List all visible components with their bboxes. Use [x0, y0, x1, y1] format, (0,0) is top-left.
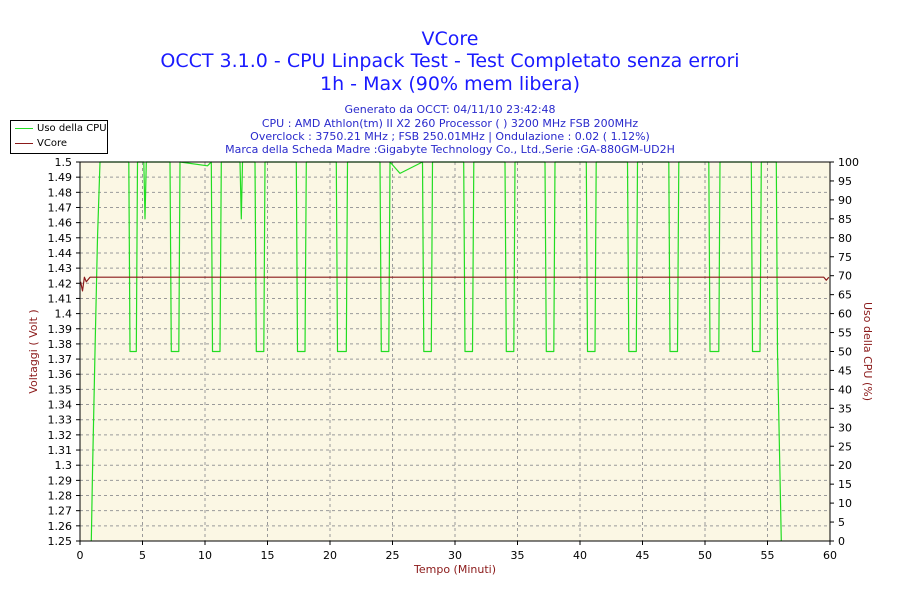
- y-right-tick-label: 45: [838, 364, 852, 377]
- y-tick-label: 1.43: [48, 262, 73, 275]
- y-right-tick-label: 5: [838, 516, 845, 529]
- x-tick-label: 20: [323, 549, 337, 562]
- y-tick-label: 1.39: [48, 323, 73, 336]
- info-line-motherboard: Marca della Scheda Madre :Gigabyte Techn…: [225, 143, 675, 156]
- info-line-generated: Generato da OCCT: 04/11/10 23:42:48: [344, 103, 556, 116]
- y-tick-label: 1.34: [48, 399, 73, 412]
- legend-swatch-vcore: [15, 143, 33, 144]
- y-tick-label: 1.28: [48, 490, 73, 503]
- x-axis-ticks: 0 5 10 15 20 25 30 35 40 45 50 55 60: [77, 541, 837, 562]
- x-tick-label: 55: [761, 549, 775, 562]
- x-tick-label: 0: [77, 549, 84, 562]
- y-tick-label: 1.4: [55, 308, 73, 321]
- y-right-tick-label: 40: [838, 383, 852, 396]
- legend-label-cpu-usage: Uso della CPU: [37, 123, 107, 134]
- y-axis-right-label: Uso della CPU (%): [861, 302, 874, 401]
- y-tick-label: 1.27: [48, 505, 73, 518]
- y-right-tick-label: 95: [838, 175, 852, 188]
- y-right-tick-label: 70: [838, 270, 852, 283]
- x-tick-label: 15: [261, 549, 275, 562]
- y-right-tick-label: 85: [838, 213, 852, 226]
- y-tick-label: 1.41: [48, 292, 73, 305]
- plot-area: [80, 162, 830, 541]
- y-tick-label: 1.26: [48, 520, 73, 533]
- y-tick-label: 1.38: [48, 338, 73, 351]
- y-axis-ticks: 1.25 1.26 1.27 1.28 1.29 1.3 1.31 1.32 1.33 1.34 1…: [48, 156, 80, 548]
- x-tick-label: 25: [386, 549, 400, 562]
- y-tick-label: 1.48: [48, 186, 73, 199]
- series-line-1: [80, 276, 830, 292]
- y-tick-label: 1.44: [48, 247, 73, 260]
- y-tick-label: 1.45: [48, 232, 73, 245]
- y-right-tick-label: 20: [838, 459, 852, 472]
- y-tick-label: 1.47: [48, 201, 73, 214]
- y-tick-label: 1.25: [48, 535, 73, 548]
- y-right-tick-label: 25: [838, 440, 852, 453]
- series-group: [80, 161, 830, 542]
- chart-title: VCore: [421, 28, 479, 50]
- legend-swatch-cpu-usage: [15, 128, 33, 129]
- x-tick-label: 60: [823, 549, 837, 562]
- y-tick-label: 1.5: [55, 156, 73, 169]
- y-tick-label: 1.31: [48, 444, 73, 457]
- y-right-tick-label: 65: [838, 289, 852, 302]
- y-tick-label: 1.35: [48, 383, 73, 396]
- y-tick-label: 1.37: [48, 353, 73, 366]
- x-tick-label: 30: [448, 549, 462, 562]
- y-tick-label: 1.36: [48, 368, 73, 381]
- plot-frame: [79, 161, 831, 542]
- y-right-tick-label: 60: [838, 308, 852, 321]
- y-tick-label: 1.42: [48, 277, 73, 290]
- legend-label-vcore: VCore: [37, 138, 67, 149]
- series-line-0: [90, 161, 782, 542]
- x-tick-label: 5: [139, 549, 146, 562]
- chart-subtitle-2: 1h - Max (90% mem libera): [320, 73, 580, 95]
- y-right-tick-label: 50: [838, 346, 852, 359]
- y-tick-label: 1.49: [48, 171, 73, 184]
- y-right-tick-label: 100: [838, 156, 859, 169]
- x-tick-label: 10: [198, 549, 212, 562]
- chart-subtitle-1: OCCT 3.1.0 - CPU Linpack Test - Test Com…: [160, 50, 740, 72]
- x-tick-label: 40: [573, 549, 587, 562]
- y-right-tick-label: 35: [838, 402, 852, 415]
- y-tick-label: 1.3: [55, 459, 73, 472]
- chart-legend: Uso della CPU VCore: [10, 120, 108, 154]
- y-right-tick-label: 90: [838, 194, 852, 207]
- y-right-tick-label: 0: [838, 535, 845, 548]
- grid-lines: [80, 162, 830, 541]
- x-tick-label: 45: [636, 549, 650, 562]
- y-right-tick-label: 15: [838, 478, 852, 491]
- info-line-cpu: CPU : AMD Athlon(tm) II X2 260 Processor…: [261, 117, 639, 130]
- x-axis-label: Tempo (Minuti): [413, 563, 496, 576]
- y-axis-right-ticks: 0 5 10 15 20 25 30 35 40 45 50 55 60 65 70 75 80 85 90 95 10…: [830, 156, 859, 548]
- y-right-tick-label: 10: [838, 497, 852, 510]
- y-right-tick-label: 30: [838, 421, 852, 434]
- y-right-tick-label: 55: [838, 327, 852, 340]
- info-line-overclock: Overclock : 3750.21 MHz ; FSB 250.01MHz …: [250, 130, 650, 143]
- x-tick-label: 50: [698, 549, 712, 562]
- legend-entry-cpu-usage: Uso della CPU: [11, 121, 107, 136]
- y-tick-label: 1.29: [48, 474, 73, 487]
- x-tick-label: 35: [511, 549, 525, 562]
- y-axis-label: Voltaggi ( Volt ): [27, 309, 40, 393]
- y-tick-label: 1.32: [48, 429, 73, 442]
- legend-entry-vcore: VCore: [11, 136, 107, 151]
- y-right-tick-label: 80: [838, 232, 852, 245]
- y-tick-label: 1.33: [48, 414, 73, 427]
- y-tick-label: 1.46: [48, 217, 73, 230]
- y-right-tick-label: 75: [838, 251, 852, 264]
